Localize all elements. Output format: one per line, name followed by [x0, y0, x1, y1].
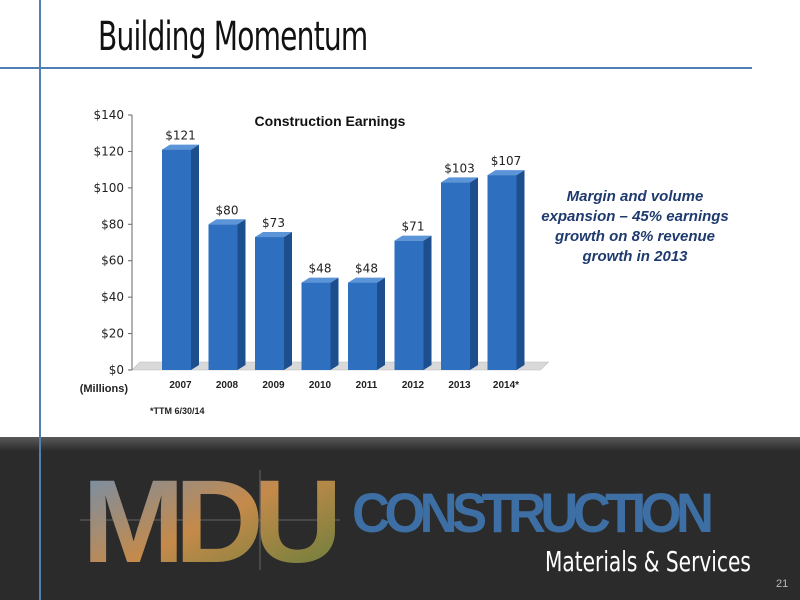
bar — [162, 149, 191, 370]
x-tick-label: 2011 — [356, 380, 378, 391]
logo-letters: MDU — [82, 470, 336, 570]
x-tick-label: 2012 — [402, 380, 425, 391]
bar — [487, 175, 517, 370]
bar-top — [441, 177, 478, 183]
data-label: $73 — [262, 216, 285, 230]
footer-gradient — [0, 437, 800, 451]
x-tick-label: 2014* — [493, 380, 519, 391]
bar-side — [423, 235, 432, 370]
bar-side — [470, 177, 478, 370]
bar-top — [162, 144, 199, 150]
data-label: $48 — [355, 262, 378, 276]
data-label: $107 — [491, 154, 522, 168]
bar-top — [301, 277, 339, 283]
bar-top — [208, 219, 246, 225]
data-label: $121 — [165, 129, 196, 143]
footnote: *TTM 6/30/14 — [150, 406, 205, 416]
data-label: $103 — [444, 161, 475, 175]
y-tick-label: $140 — [93, 108, 124, 122]
x-tick-label: 2013 — [448, 380, 471, 391]
chart-title: Construction Earnings — [255, 113, 406, 129]
bar-top — [255, 232, 292, 238]
callout-text: Margin and volume expansion – 45% earnin… — [541, 188, 729, 265]
x-tick-label: 2008 — [216, 380, 239, 391]
y-tick-label: $100 — [93, 181, 124, 195]
y-tick-label: $80 — [101, 217, 124, 231]
earnings-bar-chart: $0 $20 $40 $60 $80 $100 $120 $140 $121 2007 $80 200… — [80, 108, 550, 395]
bar-side — [191, 144, 199, 370]
unit-label: (Millions) — [80, 383, 129, 395]
footer-accent-line — [39, 437, 41, 600]
bar — [348, 282, 377, 370]
bar-top — [487, 170, 525, 176]
title-underline — [0, 67, 752, 69]
bar-top — [394, 235, 432, 241]
x-tick-label: 2009 — [262, 380, 285, 391]
y-tick-label: $20 — [101, 327, 124, 341]
bar-side — [377, 277, 385, 370]
page-title: Building Momentum — [98, 14, 368, 60]
bar — [394, 240, 424, 370]
bar-top — [348, 277, 385, 283]
bar-side — [330, 277, 339, 370]
bar — [441, 182, 470, 370]
x-tick-label: 2007 — [169, 380, 192, 391]
y-tick-label: $0 — [109, 363, 124, 377]
y-tick-label: $120 — [93, 144, 124, 158]
y-tick-label: $60 — [101, 254, 124, 268]
data-label: $80 — [216, 203, 239, 217]
vertical-accent-line — [39, 0, 41, 600]
page-number: 21 — [776, 578, 789, 590]
construction-wordmark: CONSTRUCTION — [352, 481, 714, 544]
bar-side — [237, 219, 246, 370]
bar-side — [516, 170, 525, 370]
bar — [255, 237, 284, 370]
bar — [301, 282, 331, 370]
bar — [208, 224, 238, 370]
y-tick-label: $40 — [101, 290, 124, 304]
tagline: Materials & Services — [545, 545, 751, 578]
footer-band — [0, 437, 800, 600]
data-label: $48 — [309, 262, 332, 276]
data-label: $71 — [402, 220, 425, 234]
x-tick-label: 2010 — [309, 380, 332, 391]
bar-side — [284, 232, 292, 370]
mdu-logo: MDU — [80, 470, 340, 570]
